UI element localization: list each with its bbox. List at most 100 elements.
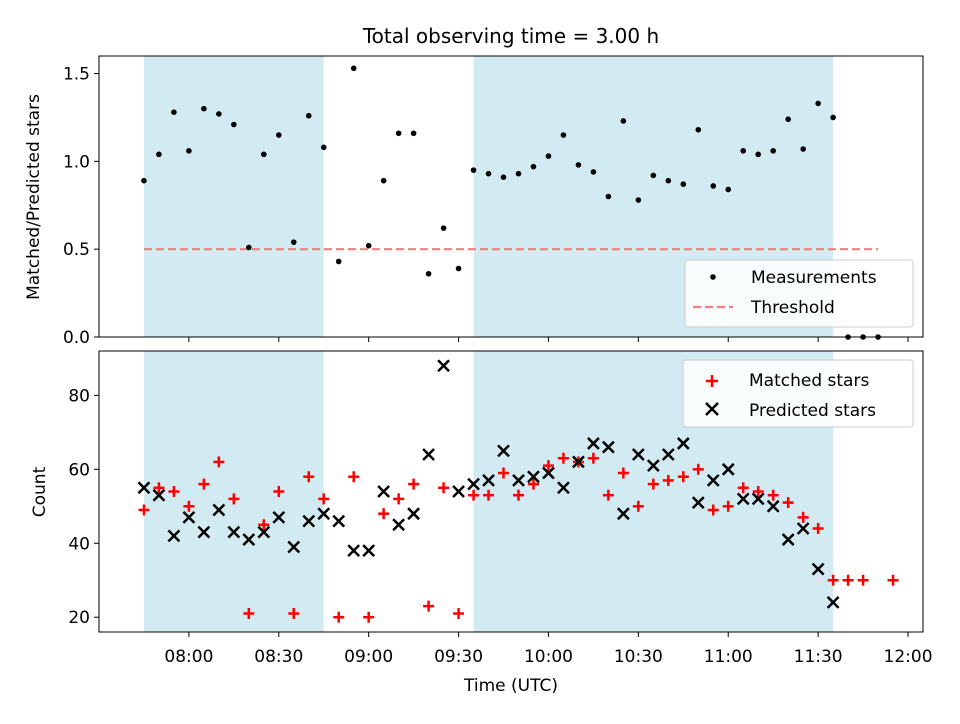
predicted-star-point: [182, 510, 196, 524]
predicted-star-point: [467, 477, 480, 491]
predicted-star-point: [587, 437, 600, 450]
legend-matched-marker: [706, 375, 718, 387]
matched-star-point: [408, 478, 420, 490]
predicted-star-point: [482, 474, 495, 487]
measurement-point: [680, 181, 687, 188]
predicted-star-point: [257, 525, 271, 539]
legend-matched-label: Matched stars: [749, 371, 869, 391]
measurement-point: [440, 225, 447, 231]
predicted-star-point: [826, 596, 840, 609]
matched-star-point: [842, 574, 854, 586]
predicted-x-b: [512, 474, 525, 487]
predicted-star-point: [317, 507, 331, 521]
predicted-star-point: [691, 496, 705, 509]
bottom-x-ticks: 08:00 08:30 09:00 09:30 10:00 10:30 11:00 11:30…: [164, 632, 933, 667]
predicted-star-point: [272, 510, 286, 524]
predicted-x-b: [751, 492, 765, 506]
predicted-x-b: [811, 562, 825, 576]
matched-star-point: [378, 508, 390, 520]
matched-star-point: [288, 608, 300, 620]
bottom-y-tick-label: 60: [68, 460, 90, 480]
bottom-axes-frame: [98, 350, 924, 633]
predicted-star-point: [796, 522, 810, 535]
measurement-point: [410, 130, 417, 137]
predicted-star-point: [167, 529, 181, 543]
predicted-x-b: [317, 507, 331, 521]
measurement-point: [470, 167, 477, 173]
measurement-point: [455, 265, 462, 272]
predicted-star-point: [407, 507, 421, 521]
measurement-point: [545, 153, 552, 159]
legend-measurements-label: Measurements: [751, 268, 877, 288]
matched-star-point: [512, 489, 524, 501]
predicted-x-b: [631, 448, 645, 461]
predicted-x-b: [272, 510, 286, 524]
top-panel: 0.0 0.5 1.0 1.5 Matched/Predicted stars Mea…: [24, 55, 924, 348]
measurement-point: [800, 146, 806, 152]
top-legend: Measurements Threshold: [684, 259, 914, 328]
top-y-tick-label: 0.5: [63, 240, 90, 260]
measurement-point: [350, 65, 357, 72]
predicted-star-point: [197, 525, 211, 539]
x-axis-label: Time (UTC): [463, 676, 558, 696]
matched-star-point: [557, 452, 569, 464]
measurement-point: [290, 239, 297, 245]
predicted-x-b: [497, 444, 510, 458]
bottom-legend: Matched stars Predicted stars: [682, 359, 914, 428]
matched-star-point: [303, 471, 315, 483]
measurement-point: [665, 177, 672, 184]
matched-star-point: [138, 504, 150, 516]
predicted-star-point: [781, 533, 795, 546]
predicted-star-point: [557, 481, 570, 495]
matched-star-point: [647, 478, 659, 490]
predicted-star-point: [452, 485, 465, 498]
matched-star-point: [483, 489, 495, 501]
matched-star-point: [857, 574, 869, 586]
predicted-star-point: [212, 503, 226, 517]
predicted-star-point: [811, 562, 825, 576]
matched-star-point: [318, 493, 330, 505]
measurement-point: [695, 126, 702, 133]
matched-star-point: [333, 611, 345, 623]
measurement-point: [830, 114, 836, 121]
predicted-x-b: [347, 544, 361, 558]
measurement-point: [500, 174, 507, 180]
x-tick-label: 08:00: [164, 647, 213, 667]
chart-title: Total observing time = 3.00 h: [362, 24, 659, 48]
predicted-star-point: [362, 544, 376, 558]
matched-star-point: [468, 489, 480, 501]
bottom-panel: 20 40 60 80 08:00 08:30 09:00 09:30 10:00 10:30 1…: [30, 350, 933, 696]
matched-star-point: [887, 574, 899, 586]
bottom-y-tick-label: 40: [68, 534, 90, 554]
predicted-star-point: [736, 492, 750, 506]
predicted-x-b: [392, 518, 406, 532]
predicted-x-b: [766, 499, 780, 513]
predicted-star-point: [751, 492, 765, 506]
predicted-star-point: [332, 514, 346, 528]
measurement-point: [395, 130, 402, 137]
matched-star-point: [198, 478, 210, 490]
matched-star-point: [258, 519, 270, 531]
matched-points: [138, 452, 899, 623]
predicted-star-point: [377, 485, 391, 498]
measurement-point: [575, 162, 582, 168]
matched-star-point: [587, 452, 599, 464]
x-tick-label: 11:00: [704, 647, 753, 667]
predicted-star-point: [242, 533, 256, 546]
predicted-x-b: [167, 529, 181, 543]
measurement-point: [380, 177, 387, 184]
x-tick-label: 09:30: [434, 647, 483, 667]
measurement-point: [305, 112, 312, 119]
matched-star-point: [423, 600, 435, 612]
measurement-point: [770, 148, 776, 154]
bottom-y-ticks: 20 40 60 80: [68, 386, 99, 628]
predicted-x-b: [407, 507, 421, 521]
measurement-point: [141, 177, 147, 184]
measurement-point: [725, 186, 732, 193]
matched-star-point: [273, 486, 285, 497]
measurement-point: [650, 172, 657, 179]
predicted-x-b: [482, 474, 495, 487]
predicted-star-point: [631, 448, 645, 461]
predicted-x-b: [557, 481, 570, 495]
predicted-x-b: [212, 503, 226, 517]
